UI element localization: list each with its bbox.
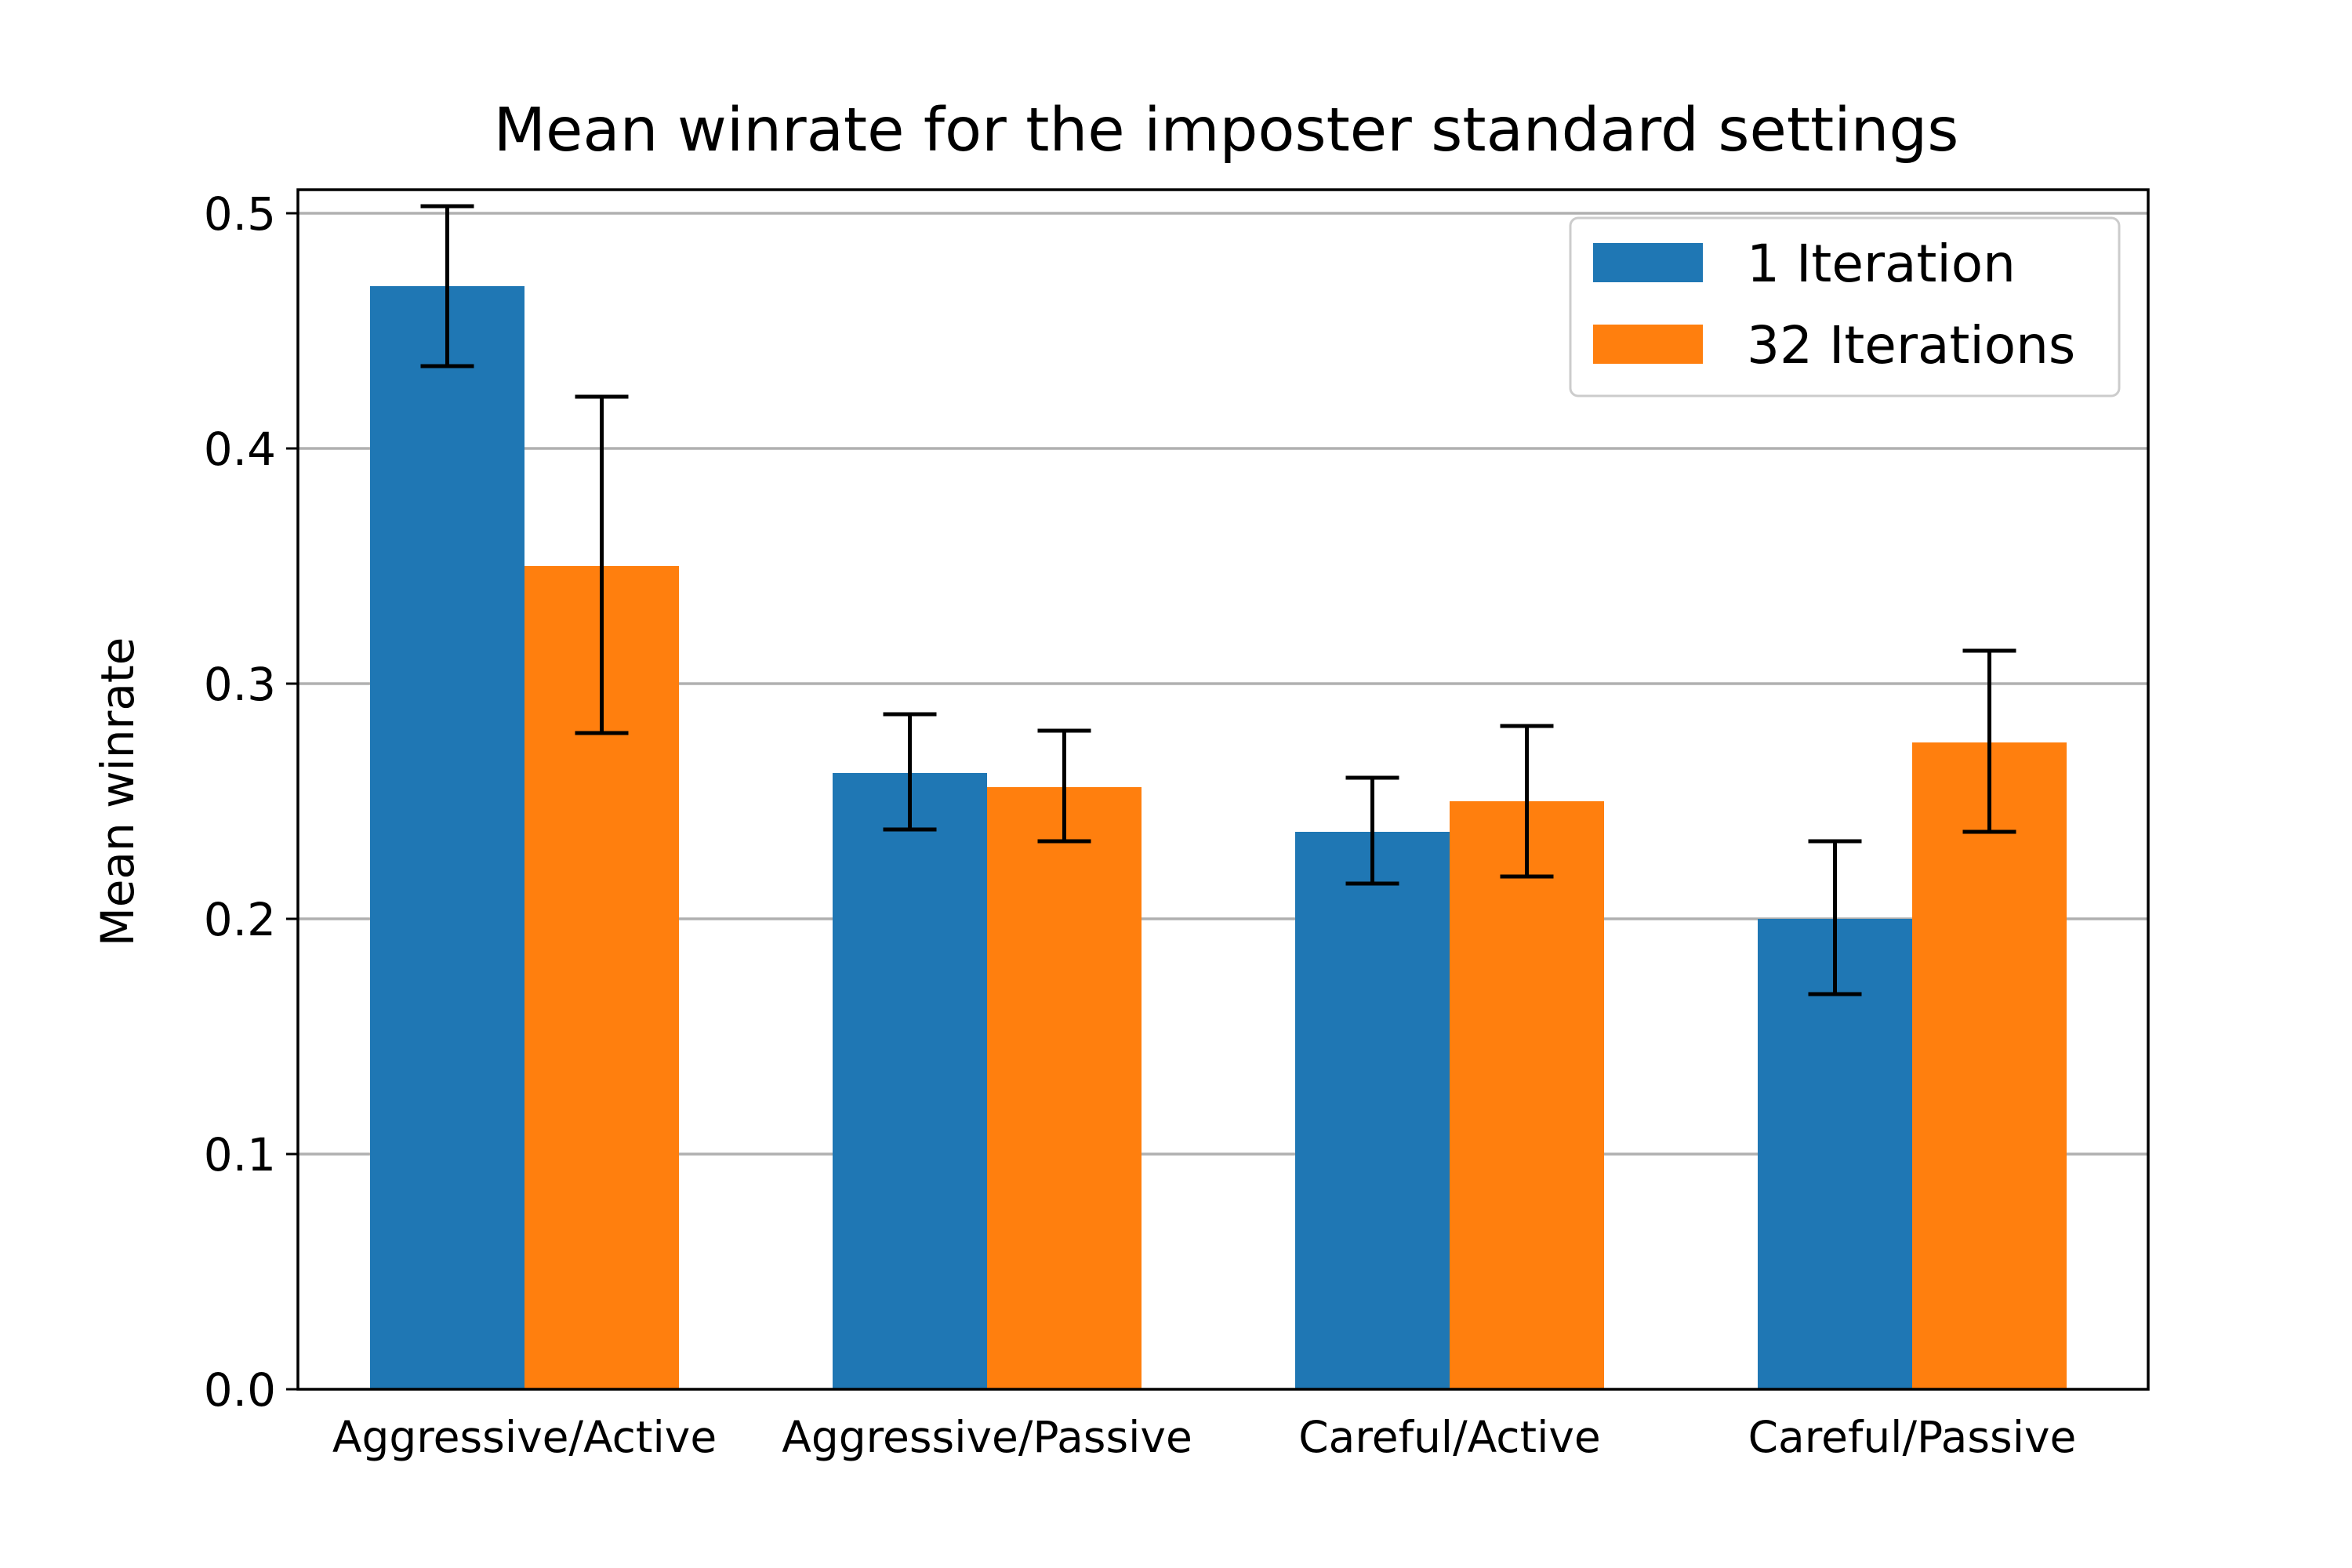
- x-axis: Aggressive/Active Aggressive/Passive Caref…: [332, 1412, 2077, 1462]
- x-tick-label: Aggressive/Passive: [782, 1412, 1192, 1462]
- legend: 1 Iteration 32 Iterations: [1569, 216, 2121, 397]
- bar-32-iterations-careful-passive: [1912, 742, 2067, 1389]
- y-tick-label: 0.3: [204, 658, 276, 711]
- legend-label-32-iterations: 32 Iterations: [1747, 315, 2075, 376]
- plot-frame: [296, 188, 2150, 1391]
- y-axis: 0.0 0.1 0.2 0.3 0.4 0.5: [204, 187, 298, 1417]
- legend-label-1-iteration: 1 Iteration: [1747, 234, 2016, 294]
- y-tick-label: 0.4: [204, 423, 276, 476]
- legend-swatch-1-iteration: [1593, 243, 1703, 282]
- legend-swatch-32-iterations: [1593, 325, 1703, 364]
- bar-32-iterations-careful-active: [1450, 801, 1604, 1389]
- x-tick-label: Careful/Active: [1298, 1412, 1601, 1462]
- x-tick-label: Aggressive/Active: [332, 1412, 717, 1462]
- y-tick-label: 0.1: [204, 1128, 276, 1181]
- error-bars: [420, 204, 2016, 996]
- bar-32-iterations-aggressive-passive: [987, 787, 1142, 1389]
- x-tick-label: Careful/Passive: [1748, 1412, 2077, 1462]
- bar-1-iteration-careful-active: [1295, 832, 1450, 1389]
- y-tick-label: 0.2: [204, 893, 276, 946]
- legend-frame: [1569, 216, 2121, 397]
- bar-1-iteration-aggressive-active: [370, 286, 524, 1389]
- bar-1-iteration-aggressive-passive: [833, 773, 987, 1389]
- y-tick-label: 0.5: [204, 187, 276, 241]
- y-axis-label: Mean winrate: [91, 637, 144, 947]
- bars: [370, 286, 2067, 1389]
- y-tick-label: 0.0: [204, 1363, 276, 1417]
- chart-title: Mean winrate for the imposter standard s…: [494, 96, 1959, 165]
- bar-1-iteration-careful-passive: [1758, 919, 1912, 1389]
